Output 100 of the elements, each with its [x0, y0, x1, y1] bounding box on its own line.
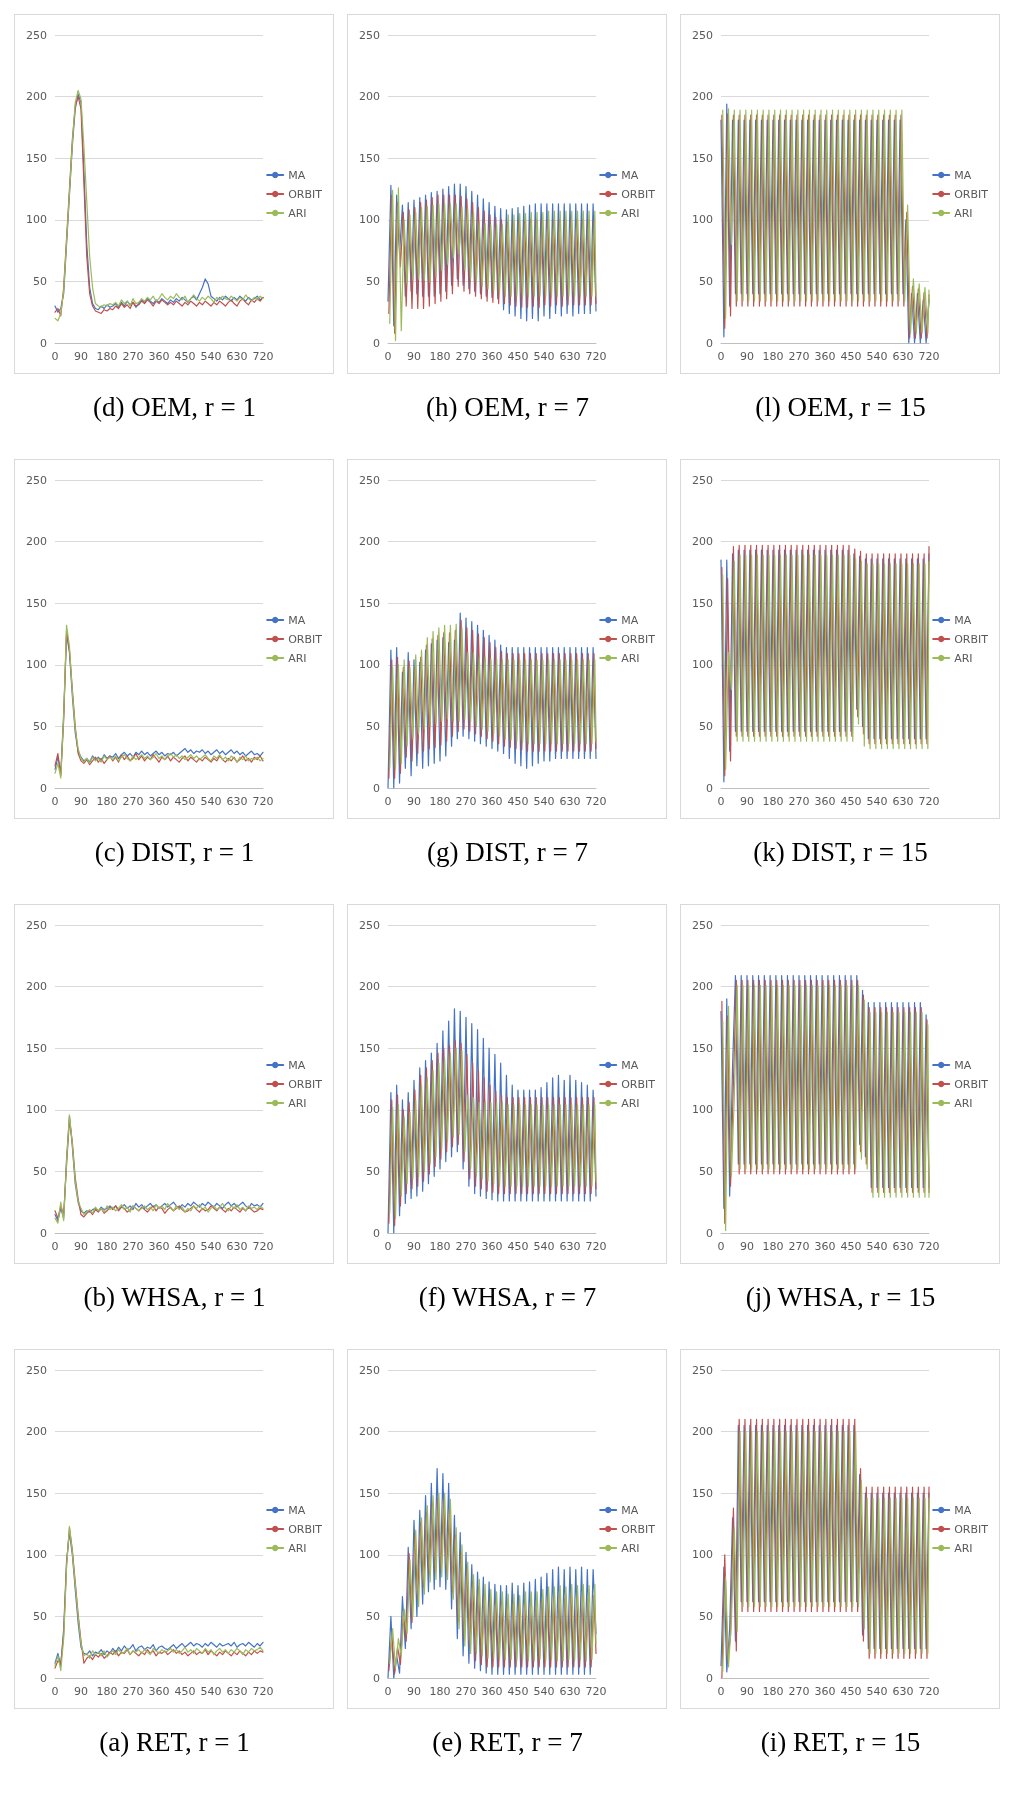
x-tick-label: 0 — [717, 350, 725, 363]
x-tick-label: 90 — [740, 795, 754, 808]
x-tick-label: 540 — [200, 350, 222, 363]
text: (l) OEM, r = 15 — [754, 390, 927, 424]
legend-label: ARI — [288, 651, 307, 665]
x-tick-label: 630 — [559, 795, 581, 808]
y-tick-label: 50 — [33, 1164, 47, 1178]
x-tick-label: 720 — [585, 795, 607, 808]
y-tick-label: 150 — [359, 596, 380, 610]
x-tick-label: 720 — [918, 1685, 940, 1698]
x-tick-label: 90 — [74, 1240, 88, 1253]
y-tick-label: 0 — [706, 781, 713, 795]
legend-label: ARI — [954, 206, 973, 220]
x-tick-label: 720 — [252, 1685, 274, 1698]
x-tick-label: 450 — [174, 350, 196, 363]
legend-label: ORBIT — [288, 632, 323, 646]
x-tick-label: 630 — [892, 795, 914, 808]
x-tick-label: 630 — [226, 1685, 248, 1698]
x-tick-label: 360 — [814, 1685, 836, 1698]
y-tick-label: 0 — [373, 781, 380, 795]
x-tick-label: 90 — [74, 1685, 88, 1698]
x-tick-label: 180 — [96, 350, 118, 363]
x-tick-label: 450 — [174, 795, 196, 808]
legend-label: ORBIT — [621, 187, 656, 201]
legend-label: MA — [621, 1058, 639, 1072]
x-tick-label: 270 — [455, 795, 477, 808]
x-tick-label: 0 — [717, 1240, 725, 1253]
y-tick-label: 50 — [366, 274, 380, 288]
y-tick-label: 100 — [692, 1548, 713, 1562]
legend-label: ORBIT — [288, 187, 323, 201]
y-tick-label: 100 — [26, 1103, 47, 1117]
y-tick-label: 100 — [359, 1103, 380, 1117]
x-tick-label: 0 — [51, 1685, 59, 1698]
x-tick-label: 270 — [455, 350, 477, 363]
y-tick-label: 200 — [359, 980, 380, 994]
legend-label: ARI — [954, 1541, 973, 1555]
legend-label: ARI — [288, 1541, 307, 1555]
y-tick-label: 200 — [26, 535, 47, 549]
x-tick-label: 540 — [533, 795, 555, 808]
text: (g) DIST, r = 7 — [426, 835, 589, 869]
y-tick-label: 50 — [33, 719, 47, 733]
x-tick-label: 720 — [585, 1685, 607, 1698]
x-tick-label: 270 — [455, 1685, 477, 1698]
legend-label: MA — [288, 613, 306, 627]
y-tick-label: 150 — [359, 151, 380, 165]
x-tick-label: 720 — [585, 1240, 607, 1253]
x-tick-label: 630 — [226, 795, 248, 808]
x-tick-label: 450 — [840, 1240, 862, 1253]
legend-label: ARI — [621, 206, 640, 220]
y-tick-label: 250 — [692, 1363, 713, 1377]
legend-label: MA — [954, 1503, 972, 1517]
x-tick-label: 0 — [384, 1240, 392, 1253]
x-tick-label: 180 — [762, 1240, 784, 1253]
y-tick-label: 0 — [373, 336, 380, 350]
y-tick-label: 150 — [26, 596, 47, 610]
x-tick-label: 270 — [122, 1685, 144, 1698]
text: (b) WHSA, r = 1 — [82, 1280, 267, 1314]
x-tick-label: 270 — [788, 1685, 810, 1698]
y-tick-label: 0 — [373, 1671, 380, 1685]
x-tick-label: 180 — [762, 795, 784, 808]
x-tick-label: 360 — [148, 1240, 170, 1253]
legend-label: MA — [288, 1058, 306, 1072]
y-tick-label: 50 — [366, 1164, 380, 1178]
legend-label: MA — [621, 1503, 639, 1517]
x-tick-label: 90 — [407, 795, 421, 808]
y-tick-label: 150 — [692, 1041, 713, 1055]
x-tick-label: 360 — [148, 795, 170, 808]
text: (a) RET, r = 1 — [98, 1725, 251, 1759]
x-tick-label: 630 — [559, 1685, 581, 1698]
x-tick-label: 270 — [788, 795, 810, 808]
text: (k) DIST, r = 15 — [752, 835, 929, 869]
legend-label: ORBIT — [621, 1522, 656, 1536]
x-tick-label: 360 — [148, 350, 170, 363]
x-tick-label: 450 — [507, 1685, 529, 1698]
y-tick-label: 0 — [706, 1671, 713, 1685]
legend-label: ARI — [621, 1541, 640, 1555]
y-tick-label: 100 — [692, 213, 713, 227]
y-tick-label: 0 — [40, 781, 47, 795]
x-tick-label: 0 — [717, 1685, 725, 1698]
y-tick-label: 250 — [26, 28, 47, 42]
legend-label: ORBIT — [621, 1077, 656, 1091]
y-tick-label: 200 — [692, 535, 713, 549]
y-tick-label: 200 — [692, 1425, 713, 1439]
y-tick-label: 100 — [26, 658, 47, 672]
text: (j) WHSA, r = 15 — [744, 1280, 937, 1314]
y-tick-label: 100 — [692, 658, 713, 672]
x-tick-label: 90 — [74, 795, 88, 808]
y-tick-label: 200 — [26, 980, 47, 994]
y-tick-label: 250 — [359, 473, 380, 487]
x-tick-label: 90 — [740, 1685, 754, 1698]
x-tick-label: 180 — [429, 795, 451, 808]
x-tick-label: 450 — [840, 795, 862, 808]
x-tick-label: 0 — [51, 795, 59, 808]
x-tick-label: 540 — [200, 795, 222, 808]
x-tick-label: 630 — [226, 1240, 248, 1253]
y-tick-label: 100 — [692, 1103, 713, 1117]
x-tick-label: 540 — [533, 1240, 555, 1253]
legend-label: MA — [288, 1503, 306, 1517]
text: (f) WHSA, r = 7 — [417, 1280, 598, 1314]
x-tick-label: 540 — [533, 1685, 555, 1698]
